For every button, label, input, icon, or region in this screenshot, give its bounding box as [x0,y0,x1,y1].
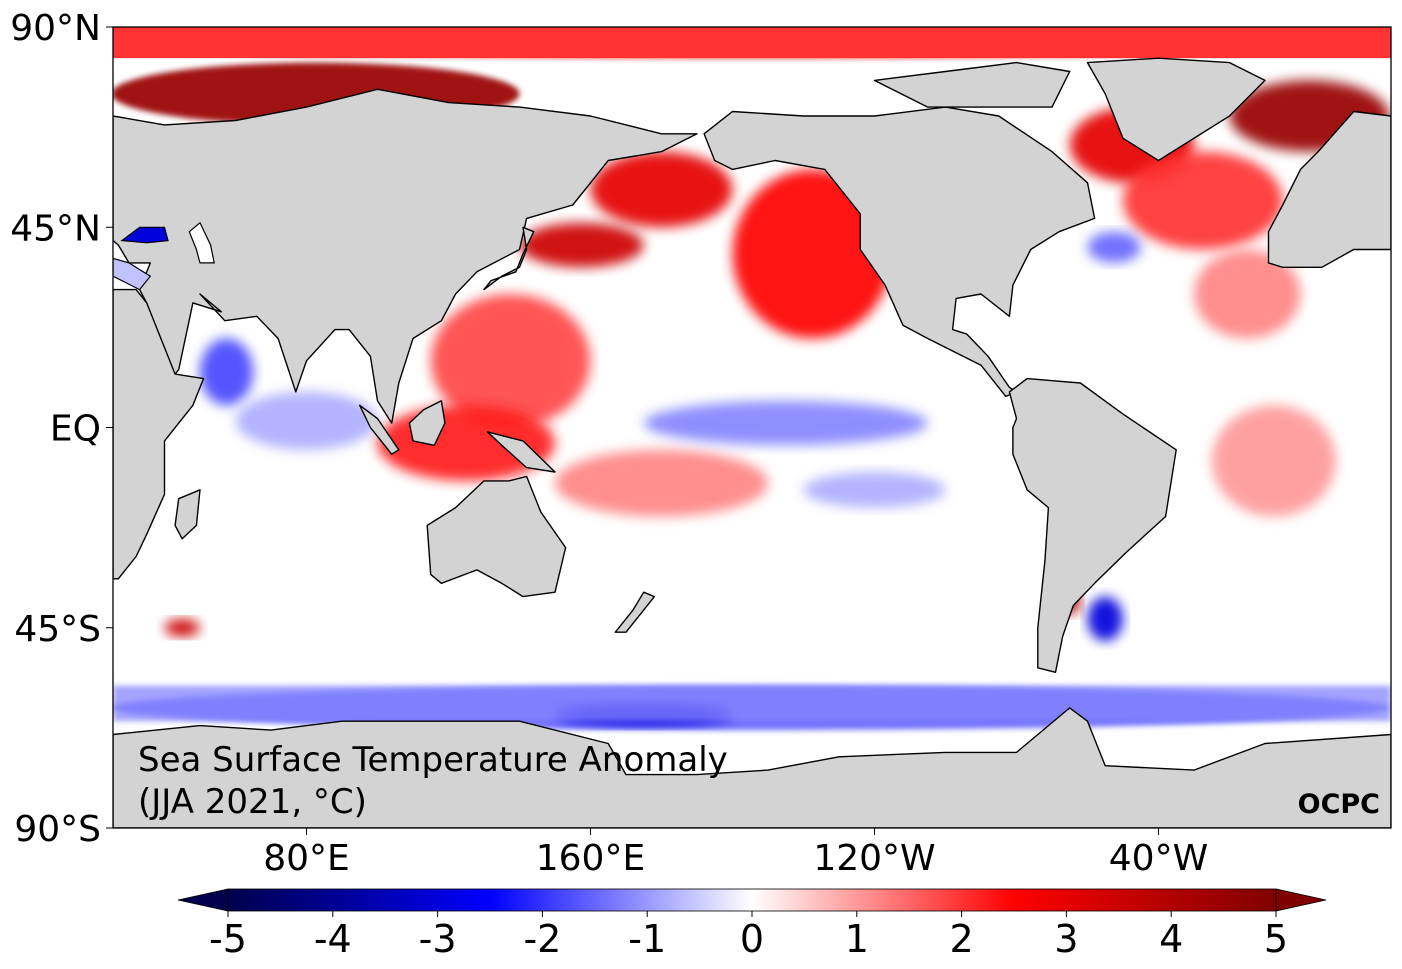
anomaly-region [235,391,378,450]
land-sumatra [359,404,400,455]
land-madagascar [174,489,201,540]
y-tick-label: 90°S [14,809,101,850]
y-tick-label: 45°S [14,609,101,650]
y-tick-label: 45°N [10,208,101,249]
land-africa [113,288,205,580]
land-greenland [1086,57,1266,162]
anomaly-region [554,449,768,517]
land-borneo [408,400,446,446]
colorbar-min-extend-arrow [177,888,229,912]
ocpc-logo: OCPC [1298,789,1380,820]
land-south-america [1008,377,1177,673]
anomaly-region [1122,151,1283,250]
caspian-sea [188,221,215,264]
x-tick-label: 120°W [813,838,935,879]
colorbar-tick-label: -4 [314,917,352,961]
map-title: Sea Surface Temperature Anomaly [138,740,728,780]
anomaly-region [164,618,200,637]
mediterranean-sea [113,257,152,291]
map-subtitle: (JJA 2021, °C) [138,782,367,822]
anomaly-region [519,222,644,268]
anomaly-region [430,294,591,428]
land-australia [426,475,567,598]
black-sea [120,226,169,244]
colorbar-tick-label: 2 [950,917,974,961]
y-axis: 90°N 45°N EQ 45°S 90°S [10,8,113,850]
colorbar-tick-label: 5 [1264,917,1288,961]
anomaly-region [732,169,893,339]
land-japan [483,226,535,291]
land-north-america [703,106,1096,398]
x-axis: 80°E 160°E 120°W 40°W [263,828,1208,879]
anomaly-region [1211,405,1336,517]
y-tick-label: 90°N [10,8,101,49]
anomaly-region [377,405,555,481]
colorbar-tick-label: 3 [1054,917,1078,961]
land-new-guinea [486,431,556,473]
anomaly-region [1087,231,1141,263]
land-new-zealand [614,591,656,633]
x-tick-label: 80°E [263,838,350,879]
ocpc-logo-text: OCPC [1298,789,1380,820]
colorbar-tick-label: 1 [845,917,869,961]
colorbar-tick-label: -1 [628,917,666,961]
anomaly-region [803,472,946,508]
anomaly-region [199,338,254,406]
colorbar-tick-label: -3 [419,917,457,961]
colorbar-max-extend-arrow [1275,888,1327,912]
colorbar-tick-label: 4 [1159,917,1183,961]
anomaly-region [1193,249,1301,339]
anomaly-region [1087,596,1123,642]
land-canadian-arctic [873,61,1071,108]
land-europe-west [1267,110,1391,268]
colorbar-tick-label: -2 [523,917,561,961]
x-tick-label: 40°W [1109,838,1208,879]
x-tick-label: 160°E [536,838,645,879]
anomaly-region-southern-band [113,685,1391,722]
anomaly-region [590,151,733,228]
colorbar-gradient [227,888,1277,912]
colorbar-tick-label: -5 [209,917,247,961]
colorbar-tick-label: 0 [740,917,764,961]
anomaly-region-arctic-band [113,27,1391,59]
land-antarctica [113,707,1391,828]
y-tick-label: EQ [50,409,101,450]
anomaly-region [643,400,928,446]
land-masses [113,57,1391,828]
map-plot-area [112,26,1392,829]
colorbar: -5 -4 -3 -2 -1 0 1 2 3 4 5 [177,888,1327,961]
